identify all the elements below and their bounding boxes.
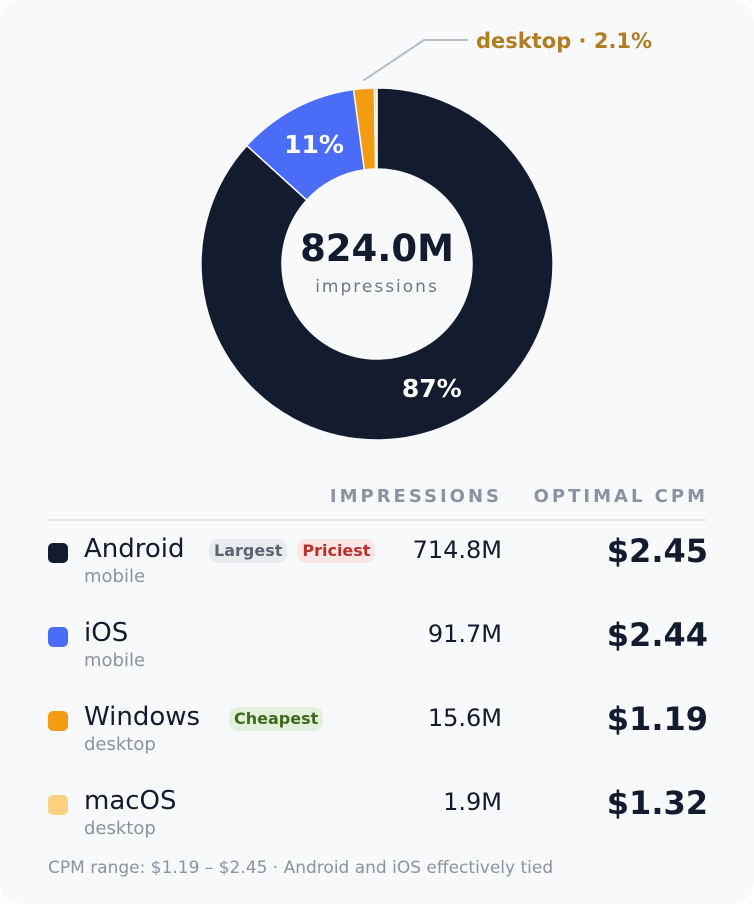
table-row: Android mobile Largest Priciest 714.8M $2.45 (0, 533, 754, 603)
platform-name: Windows (84, 702, 201, 732)
cpm-value: $1.19 (606, 700, 708, 738)
platform-name: iOS (84, 618, 129, 648)
center-total-value: 824.0M (300, 227, 454, 270)
cpm-column-header: OPTIMAL CPM (533, 486, 708, 507)
donut-slice-macos (373, 87, 378, 170)
center-total-label: impressions (315, 277, 439, 297)
footnote: CPM range: $1.19 – $2.45 · Android and i… (48, 858, 554, 878)
largest-badge: Largest (209, 539, 288, 563)
table-row: Windows desktop Cheapest 15.6M $1.19 (0, 701, 754, 771)
slice-label-ios: 11% (284, 130, 344, 159)
impressions-value: 714.8M (412, 536, 502, 564)
platform-category: desktop (84, 734, 156, 755)
legend-swatch (48, 795, 68, 815)
cpm-value: $2.45 (606, 532, 708, 570)
legend-swatch (48, 543, 68, 563)
badge-group: Cheapest (229, 707, 324, 731)
impressions-value: 15.6M (427, 704, 502, 732)
platform-category: mobile (84, 566, 146, 587)
header-divider (48, 519, 706, 521)
donut-chart: 87% 11% desktop · 2.1% 824.0M impressions (200, 29, 652, 441)
legend-swatch (48, 711, 68, 731)
impressions-value: 91.7M (427, 620, 502, 648)
platform-category: mobile (84, 650, 146, 671)
impressions-value: 1.9M (443, 788, 502, 816)
impressions-column-header: IMPRESSIONS (329, 486, 502, 507)
donut-slice-android (200, 87, 554, 441)
cheapest-badge: Cheapest (229, 707, 324, 731)
cpm-value: $1.32 (606, 784, 708, 822)
platform-category: desktop (84, 818, 156, 839)
table-row: iOS mobile 91.7M $2.44 (0, 617, 754, 687)
callout-line-windows (362, 39, 468, 82)
cpm-value: $2.44 (606, 616, 708, 654)
table-row: macOS desktop 1.9M $1.32 (0, 785, 754, 855)
priciest-badge: Priciest (297, 539, 376, 563)
badge-group: Largest Priciest (209, 539, 376, 563)
platform-name: Android (84, 534, 185, 564)
slice-label-android: 87% (402, 374, 462, 403)
slice-label-windows: desktop · 2.1% (476, 29, 652, 53)
platform-name: macOS (84, 786, 177, 816)
legend-swatch (48, 627, 68, 647)
